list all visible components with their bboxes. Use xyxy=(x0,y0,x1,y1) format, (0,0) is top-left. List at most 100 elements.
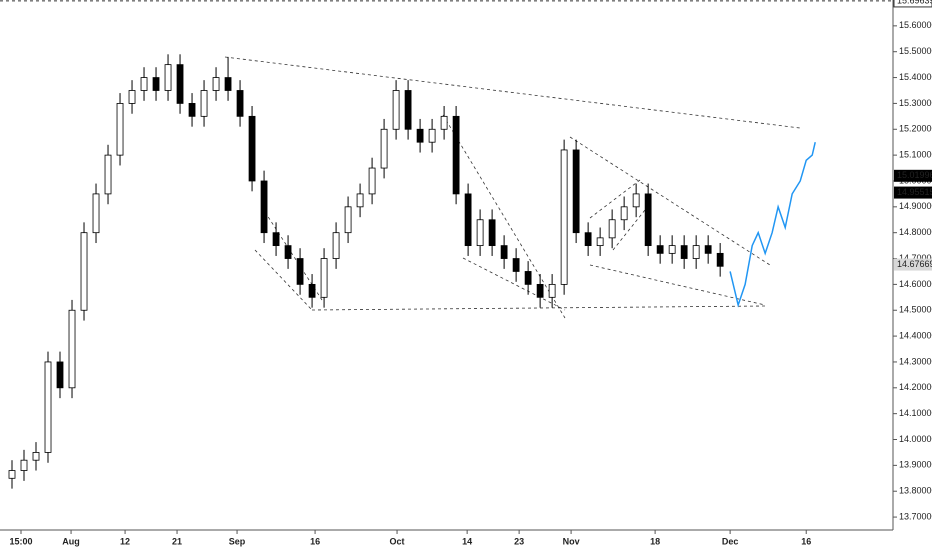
y-tick-label: 14.10000 xyxy=(899,408,932,418)
candle-body xyxy=(80,232,88,311)
x-tick-label: 15:00 xyxy=(9,536,32,546)
candle-body xyxy=(692,245,700,259)
y-tick-label: 14.20000 xyxy=(899,382,932,392)
y-tick-label: 13.90000 xyxy=(899,460,932,470)
trend-line xyxy=(612,209,646,251)
candle-body xyxy=(680,245,688,259)
x-tick-label: 14 xyxy=(462,536,472,546)
y-tick-label: 14.60000 xyxy=(899,279,932,289)
candle-body xyxy=(20,459,28,471)
candle-body xyxy=(92,193,100,234)
price-marker-label: 15.69639 xyxy=(897,0,932,5)
candle-body xyxy=(248,115,256,182)
candle-body xyxy=(140,77,148,91)
y-tick-label: 13.80000 xyxy=(899,486,932,496)
candle-body xyxy=(116,103,124,156)
trend-lines xyxy=(224,56,801,319)
trend-line xyxy=(254,249,313,311)
candle-body xyxy=(332,232,340,259)
x-tick-label: Aug xyxy=(62,536,80,546)
trend-line xyxy=(224,56,801,129)
price-marker-label: 14.67669 xyxy=(897,259,932,269)
candle-body xyxy=(488,219,496,247)
y-tick-label: 15.60000 xyxy=(899,20,932,30)
candle-body xyxy=(188,103,196,117)
x-tick-label: 12 xyxy=(120,536,130,546)
y-tick-label: 14.00000 xyxy=(899,434,932,444)
candle-body xyxy=(152,77,160,91)
candle-body xyxy=(356,193,364,208)
x-tick-label: Oct xyxy=(390,536,405,546)
price-marker-label: 14.95515 xyxy=(897,187,932,197)
candle-body xyxy=(284,245,292,259)
trend-line xyxy=(589,179,641,219)
price-marker xyxy=(893,0,932,8)
candle-body xyxy=(344,206,352,234)
x-tick-label: 16 xyxy=(801,536,811,546)
candle-body xyxy=(128,90,136,104)
candle-body xyxy=(536,283,544,298)
candle-body xyxy=(260,180,268,234)
candle-body xyxy=(224,77,232,91)
candle-body xyxy=(32,452,40,461)
candle-body xyxy=(608,219,616,239)
candle-body xyxy=(548,283,556,298)
candle-body xyxy=(380,128,388,169)
candle-body xyxy=(620,206,628,221)
trend-line xyxy=(462,257,566,311)
candle-body xyxy=(104,154,112,195)
candle-body xyxy=(476,219,484,247)
candle-body xyxy=(524,271,532,285)
candle-body xyxy=(392,90,400,130)
candle-body xyxy=(176,64,184,104)
y-tick-label: 15.10000 xyxy=(899,149,932,159)
candle-body xyxy=(56,361,64,389)
candle-body xyxy=(464,193,472,247)
candle-body xyxy=(68,309,76,389)
x-tick-label: Dec xyxy=(722,536,739,546)
price-marker xyxy=(894,186,932,199)
y-tick-label: 14.90000 xyxy=(899,201,932,211)
x-tick-label: Nov xyxy=(563,536,580,546)
y-tick-label: 15.50000 xyxy=(899,46,932,56)
projection-line xyxy=(729,142,816,308)
candle-body xyxy=(308,283,316,298)
candle-body xyxy=(428,128,436,143)
y-tick-label: 15.30000 xyxy=(899,98,932,108)
y-tick-label: 15.40000 xyxy=(899,72,932,82)
candle-body xyxy=(716,252,724,267)
x-tick-label: 16 xyxy=(310,536,320,546)
candle-body xyxy=(452,115,460,195)
x-tick-label: 21 xyxy=(172,536,182,546)
candle-body xyxy=(272,232,280,247)
candle-body xyxy=(164,64,172,91)
candle-body xyxy=(560,149,568,285)
candle-body xyxy=(8,470,16,479)
candle-body xyxy=(500,245,508,259)
candle-body xyxy=(440,115,448,130)
candle-body xyxy=(644,193,652,247)
y-tick-label: 14.30000 xyxy=(899,356,932,366)
candle-body xyxy=(44,361,52,453)
y-tick-label: 14.50000 xyxy=(899,305,932,315)
candle-body xyxy=(668,245,676,254)
y-tick-label: 14.70000 xyxy=(899,253,932,263)
x-tick-label: Sep xyxy=(229,536,246,546)
candle-body xyxy=(368,167,376,195)
x-tick-label: 18 xyxy=(650,536,660,546)
price-marker-label: 15.01996 xyxy=(897,170,932,180)
y-tick-label: 13.70000 xyxy=(899,511,932,521)
candle-body xyxy=(296,258,304,285)
x-tick-label: 23 xyxy=(514,536,524,546)
price-marker xyxy=(894,258,932,271)
price-marker xyxy=(894,169,932,182)
y-tick-label: 15.20000 xyxy=(899,124,932,134)
candle-body xyxy=(572,149,580,234)
candle-body xyxy=(416,128,424,143)
candle-body xyxy=(200,90,208,117)
candle-body xyxy=(596,237,604,247)
candle-body xyxy=(212,77,220,91)
y-tick-label: 14.40000 xyxy=(899,330,932,340)
